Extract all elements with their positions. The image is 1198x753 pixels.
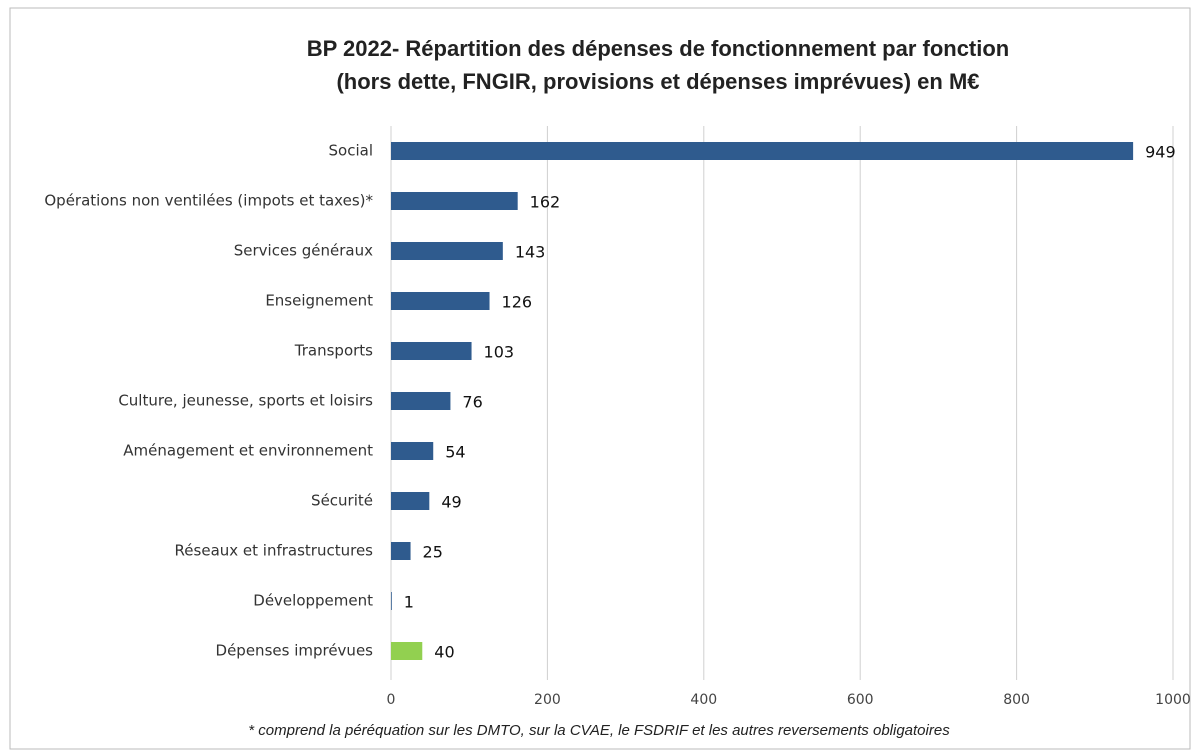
bar [391,292,490,310]
value-label: 40 [434,643,454,662]
x-tick-label: 600 [847,692,874,708]
bar [391,492,430,510]
y-tick-label: Culture, jeunesse, sports et loisirs [118,392,373,410]
y-tick-label: Développement [253,592,373,610]
bar [391,142,1134,160]
y-tick-label: Social [329,142,373,160]
x-tick-label: 0 [387,692,396,708]
bar [391,392,451,410]
bar [391,342,472,360]
value-label: 1 [404,593,414,612]
y-tick-label: Aménagement et environnement [123,442,373,460]
value-label: 949 [1145,143,1176,162]
y-tick-label: Services généraux [234,242,373,260]
value-label: 103 [484,343,515,362]
bar [391,442,434,460]
x-tick-label: 400 [690,692,717,708]
y-tick-label: Sécurité [311,492,373,510]
bar [391,542,411,560]
x-tick-label: 200 [534,692,561,708]
chart-title: BP 2022- Répartition des dépenses de fon… [307,36,1010,61]
y-tick-label: Opérations non ventilées (impots et taxe… [44,192,373,210]
value-label: 76 [462,393,482,412]
y-tick-label: Réseaux et infrastructures [175,542,374,560]
y-tick-label: Transports [294,342,373,360]
chart-title: (hors dette, FNGIR, provisions et dépens… [336,69,979,94]
value-label: 54 [445,443,465,462]
bar [391,642,423,660]
value-label: 143 [515,243,546,262]
value-label: 126 [502,293,533,312]
y-tick-label: Enseignement [265,292,373,310]
x-tick-label: 1000 [1155,692,1191,708]
bar [391,592,392,610]
bar [391,192,518,210]
chart-frame [9,7,1191,750]
x-tick-label: 800 [1003,692,1030,708]
value-label: 25 [423,543,443,562]
footnote: * comprend la péréquation sur les DMTO, … [248,722,950,739]
value-label: 49 [441,493,461,512]
bar [391,242,503,260]
y-tick-label: Dépenses imprévues [216,642,374,660]
value-label: 162 [530,193,561,212]
